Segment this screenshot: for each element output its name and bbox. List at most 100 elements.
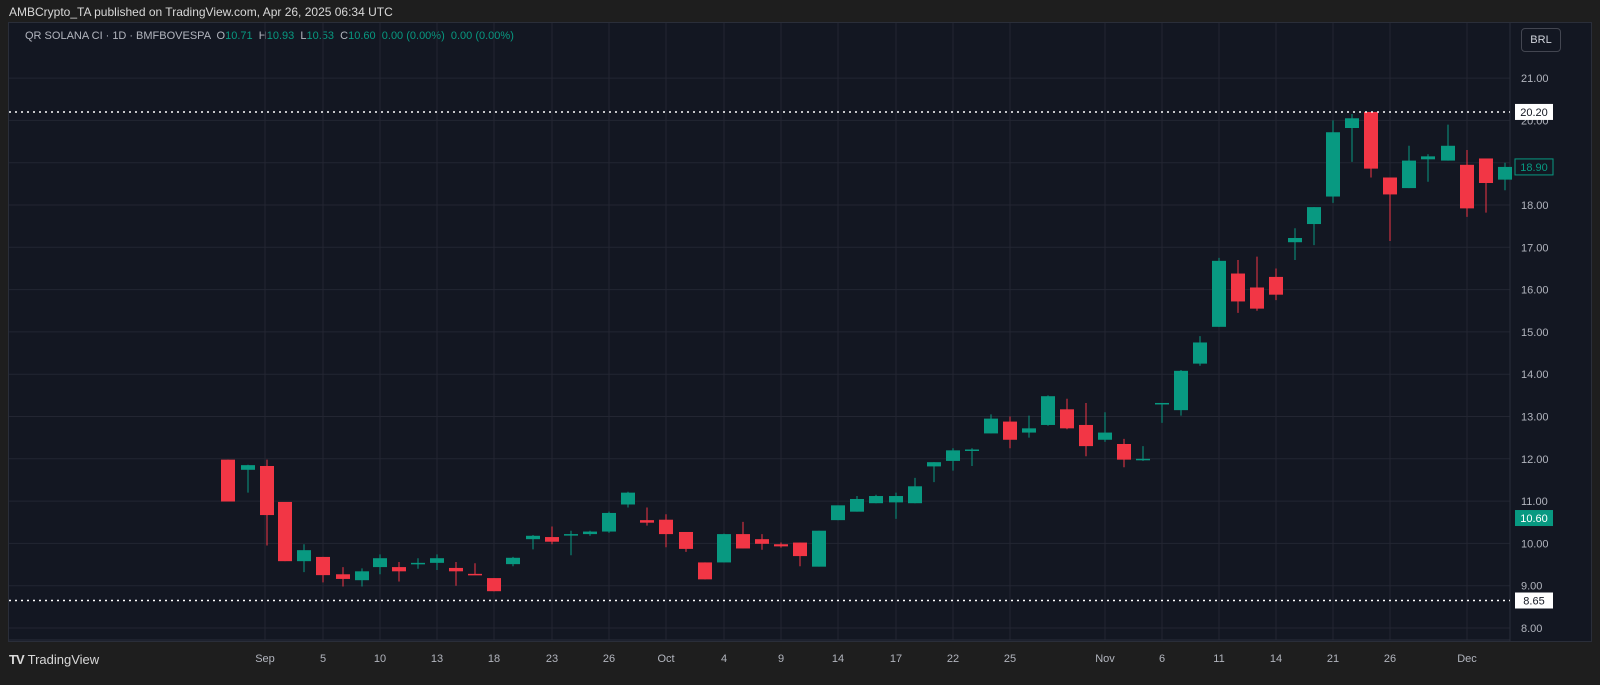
y-axis-tick: 18.00 bbox=[1521, 200, 1549, 212]
y-axis-tick: 10.00 bbox=[1521, 538, 1549, 550]
candle-up bbox=[1155, 402, 1169, 405]
candle-down bbox=[1479, 158, 1493, 184]
candle-up bbox=[1098, 432, 1112, 440]
currency-button[interactable]: BRL bbox=[1521, 28, 1561, 52]
candle-down bbox=[659, 519, 673, 535]
candle-up bbox=[1174, 370, 1188, 411]
candle-up bbox=[1288, 237, 1302, 243]
tradingview-logo[interactable]: TV TradingView bbox=[9, 652, 99, 667]
candle-up bbox=[717, 534, 731, 563]
candle-down bbox=[1460, 164, 1474, 209]
candle-up bbox=[1421, 156, 1435, 160]
y-axis-tick: 15.00 bbox=[1521, 327, 1549, 339]
x-axis-tick: 26 bbox=[603, 653, 615, 665]
x-axis-tick: 4 bbox=[721, 653, 727, 665]
candle-down bbox=[736, 534, 750, 549]
candle-down bbox=[336, 574, 350, 579]
candle-up bbox=[355, 571, 369, 581]
x-axis-tick: 13 bbox=[431, 653, 443, 665]
candle-up bbox=[946, 450, 960, 461]
y-axis-tick: 14.00 bbox=[1521, 369, 1549, 381]
candle-down bbox=[487, 578, 501, 592]
x-axis-tick: 9 bbox=[778, 653, 784, 665]
candle-down bbox=[1231, 273, 1245, 302]
x-axis-tick: 14 bbox=[1270, 653, 1282, 665]
candle-up bbox=[1307, 207, 1321, 225]
x-axis-tick: 17 bbox=[890, 653, 902, 665]
level-price-label: 8.65 bbox=[1523, 596, 1544, 608]
candle-down bbox=[1269, 276, 1283, 295]
candle-down bbox=[392, 567, 406, 572]
candle-up bbox=[1326, 132, 1340, 197]
price-tag bbox=[1514, 158, 1554, 176]
x-axis-tick: 18 bbox=[488, 653, 500, 665]
candle-down bbox=[679, 531, 693, 549]
candle-up bbox=[297, 550, 311, 562]
candle-up bbox=[1441, 145, 1455, 161]
candle-down bbox=[1079, 424, 1093, 447]
y-axis-tick: 11.00 bbox=[1521, 496, 1548, 508]
open-label: O bbox=[216, 30, 226, 42]
exchange: BMFBOVESPA bbox=[136, 30, 211, 42]
level-price-tag bbox=[1515, 103, 1553, 120]
y-axis-tick: 8.00 bbox=[1521, 623, 1542, 635]
candle-down bbox=[1117, 443, 1131, 460]
candle-up bbox=[1345, 118, 1359, 129]
x-axis-tick: 5 bbox=[320, 653, 326, 665]
x-axis-tick: 23 bbox=[546, 653, 558, 665]
candle-up bbox=[889, 496, 903, 503]
high-label: H bbox=[258, 30, 267, 42]
candle-up bbox=[583, 531, 597, 535]
candle-up bbox=[373, 558, 387, 568]
x-axis-tick: 26 bbox=[1384, 653, 1396, 665]
x-axis-tick: Nov bbox=[1095, 653, 1115, 665]
candle-down bbox=[1003, 421, 1017, 440]
x-axis-tick: 14 bbox=[832, 653, 844, 665]
candle-up bbox=[1212, 260, 1226, 327]
candle-up bbox=[602, 512, 616, 532]
candle-down bbox=[316, 556, 330, 576]
candle-down bbox=[1250, 287, 1264, 309]
publisher-caption: AMBCrypto_TA published on TradingView.co… bbox=[9, 5, 393, 19]
candle-down bbox=[774, 544, 788, 547]
change-value-2: 0.00 (0.00%) bbox=[450, 30, 514, 42]
x-axis-tick: 21 bbox=[1327, 653, 1339, 665]
candle-up bbox=[411, 562, 425, 565]
close-value: 10.60 bbox=[348, 30, 376, 42]
candle-down bbox=[221, 459, 235, 502]
candle-up bbox=[927, 462, 941, 467]
y-axis-tick: 17.00 bbox=[1521, 242, 1549, 254]
candle-up bbox=[984, 418, 998, 434]
y-axis-tick: 16.00 bbox=[1521, 285, 1549, 297]
candle-up bbox=[526, 535, 540, 540]
x-axis-tick: 11 bbox=[1213, 653, 1224, 665]
candle-down bbox=[449, 567, 463, 572]
last-price-tag bbox=[1515, 510, 1553, 527]
low-label: L bbox=[300, 30, 307, 42]
y-axis-tick: 9.00 bbox=[1521, 581, 1542, 593]
x-axis-tick: 22 bbox=[947, 653, 959, 665]
candle-down bbox=[1364, 111, 1378, 169]
level-price-tag bbox=[1515, 592, 1553, 609]
change-value: 0.00 (0.00%) bbox=[381, 30, 445, 42]
candle-up bbox=[1022, 428, 1036, 433]
candle-down bbox=[468, 573, 482, 576]
interval[interactable]: 1D bbox=[112, 30, 127, 42]
candle-down bbox=[260, 465, 274, 516]
x-axis-tick: Oct bbox=[657, 653, 674, 665]
x-axis-tick: 10 bbox=[374, 653, 386, 665]
candle-up bbox=[1136, 458, 1150, 461]
candle-up bbox=[908, 486, 922, 504]
candle-down bbox=[278, 501, 292, 562]
symbol-name[interactable]: QR SOLANA CI bbox=[25, 30, 103, 42]
candle-down bbox=[793, 542, 807, 557]
level-price-label: 20.20 bbox=[1520, 107, 1548, 119]
candle-down bbox=[698, 562, 712, 580]
candle-up bbox=[430, 558, 444, 563]
candle-up bbox=[1402, 160, 1416, 189]
y-axis-tick: 21.00 bbox=[1521, 73, 1549, 85]
open-value: 10.71 bbox=[225, 30, 253, 42]
candle-up bbox=[812, 530, 826, 567]
candle-up bbox=[831, 505, 845, 521]
